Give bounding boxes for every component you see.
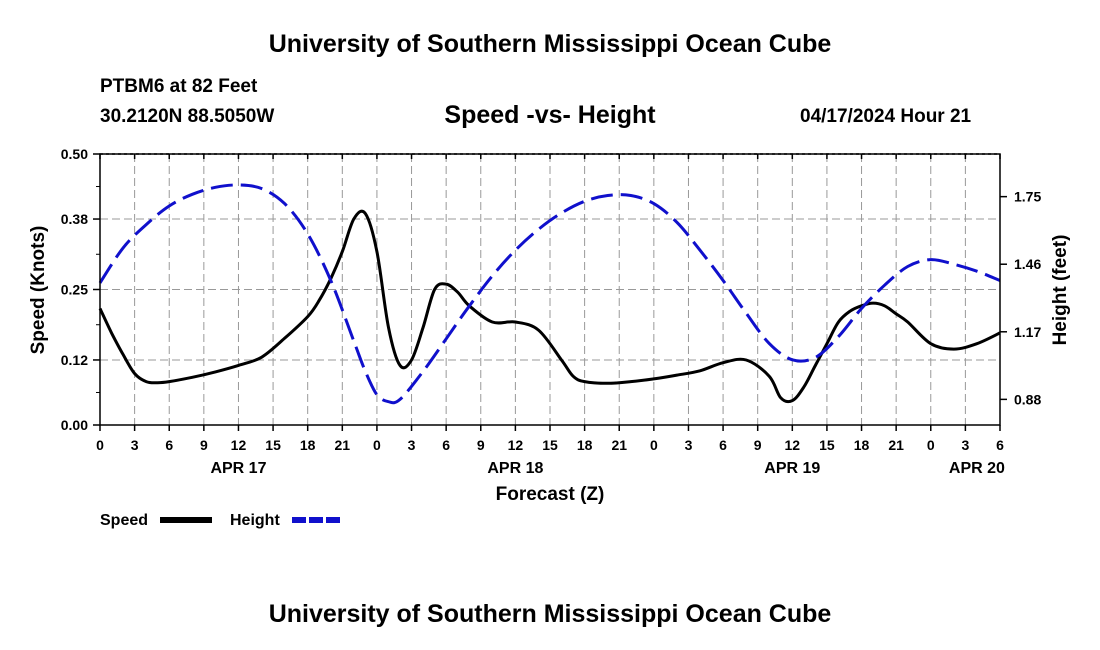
x-tick-label: 18	[854, 437, 870, 453]
y-tick-label: 0.12	[61, 352, 88, 368]
y-tick-label: 0.50	[61, 146, 88, 162]
y-tick-label: 0.00	[61, 417, 88, 433]
x-date-label: APR 20	[949, 460, 1005, 477]
x-tick-label: 6	[996, 437, 1004, 453]
x-tick-label: 21	[888, 437, 904, 453]
x-tick-label: 15	[819, 437, 835, 453]
speed-series-line	[98, 209, 1001, 404]
x-tick-label: 18	[300, 437, 316, 453]
x-tick-label: 0	[927, 437, 935, 453]
x-tick-label: 9	[477, 437, 485, 453]
legend-label-speed: Speed	[100, 512, 148, 529]
x-tick-label: 21	[611, 437, 627, 453]
coordinates-label: 30.2120N 88.5050W	[100, 106, 275, 127]
x-axis-title: Forecast (Z)	[496, 484, 605, 505]
x-date-label: APR 19	[764, 460, 820, 477]
series-lines	[98, 183, 1001, 405]
x-tick-label: 0	[650, 437, 658, 453]
x-date-label: APR 18	[487, 460, 543, 477]
x-tick-label: 3	[961, 437, 969, 453]
y-right-tick-label: 1.75	[1014, 189, 1041, 205]
x-tick-label: 12	[231, 437, 247, 453]
chart-title: Speed -vs- Height	[444, 101, 656, 129]
station-label: PTBM6 at 82 Feet	[100, 76, 258, 97]
legend: Speed Height	[100, 512, 342, 529]
y-right-tick-label: 1.17	[1014, 324, 1041, 340]
y-tick-label: 0.38	[61, 211, 88, 227]
y-right-tick-label: 0.88	[1014, 391, 1041, 407]
x-tick-label: 15	[265, 437, 281, 453]
x-tick-label: 9	[200, 437, 208, 453]
x-tick-label: 9	[754, 437, 762, 453]
legend-label-height: Height	[230, 512, 280, 529]
x-tick-label: 3	[408, 437, 416, 453]
y-right-tick-label: 1.46	[1014, 256, 1041, 272]
x-tick-label: 6	[719, 437, 727, 453]
footer-title: University of Southern Mississippi Ocean…	[268, 600, 832, 628]
x-tick-label: 3	[685, 437, 693, 453]
y-axis-title-left: Speed (Knots)	[28, 226, 49, 355]
x-tick-label: 12	[508, 437, 524, 453]
grid-lines	[100, 154, 1000, 425]
y-tick-label: 0.25	[61, 282, 88, 298]
x-tick-label: 3	[131, 437, 139, 453]
x-tick-label: 21	[335, 437, 351, 453]
x-tick-label: 12	[785, 437, 801, 453]
x-tick-label: 6	[165, 437, 173, 453]
forecast-datetime: 04/17/2024 Hour 21	[800, 106, 972, 127]
x-tick-label: 18	[577, 437, 593, 453]
y-axis-title-right: Height (feet)	[1050, 235, 1071, 346]
page-title: University of Southern Mississippi Ocean…	[268, 30, 832, 58]
height-series-line	[98, 183, 1001, 405]
x-tick-label: 0	[96, 437, 104, 453]
x-tick-label: 15	[542, 437, 558, 453]
x-tick-label: 6	[442, 437, 450, 453]
x-date-label: APR 17	[210, 460, 266, 477]
axes: 0 3 6 9 12 15 18 21 0 3 6 9 12 15 18 21 0 3 6 9 12 15 18 21 0 3 6 A…	[61, 146, 1042, 477]
x-tick-label: 0	[373, 437, 381, 453]
